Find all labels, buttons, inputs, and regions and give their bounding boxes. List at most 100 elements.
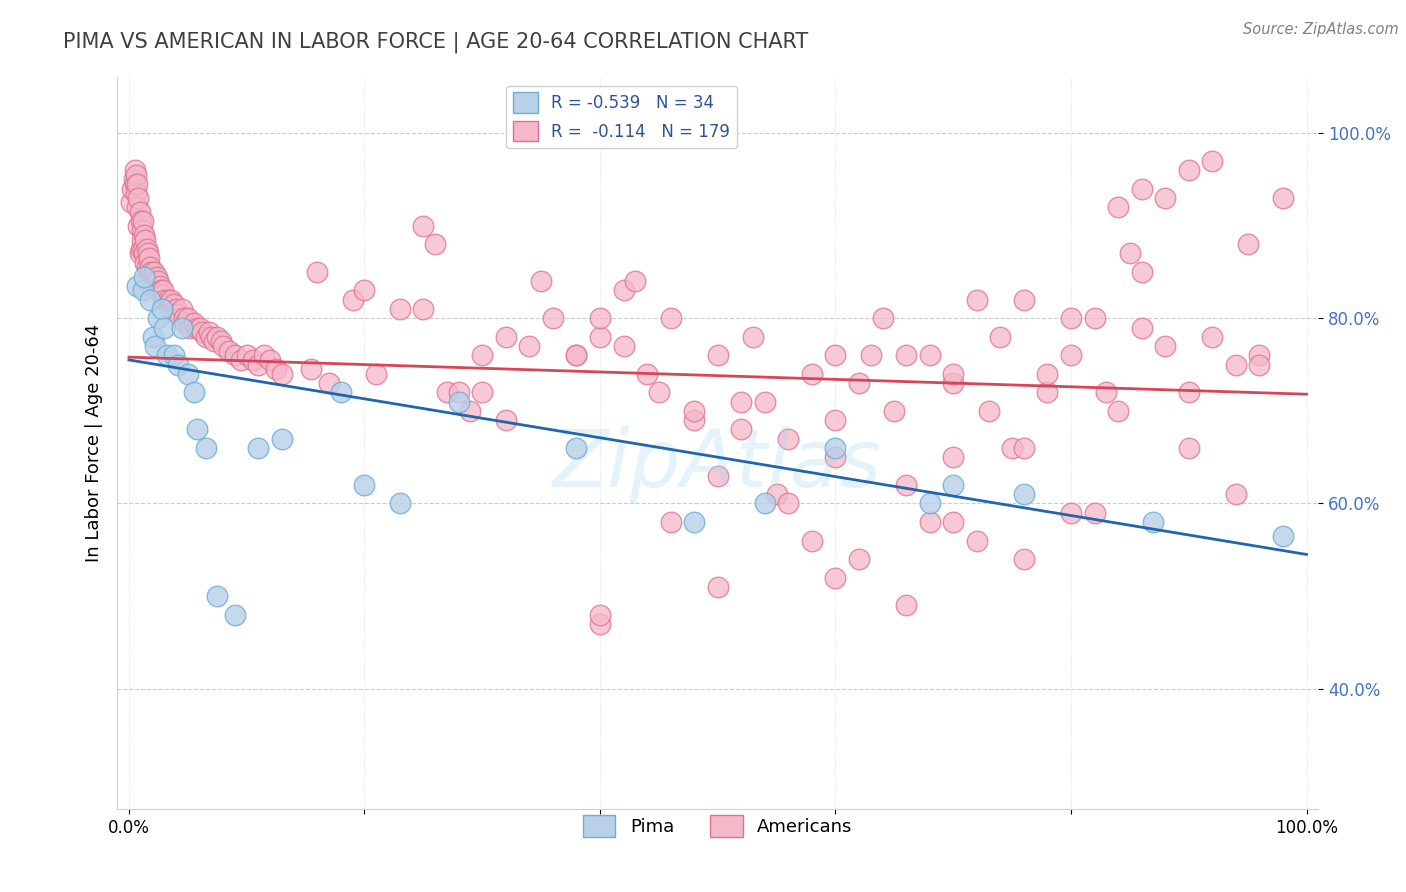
Point [824, 441, 846, 455]
Point [132, 242, 155, 256]
Point [194, 330, 217, 344]
Point [166, 307, 188, 321]
Point [800, 367, 823, 381]
Point [683, 515, 706, 529]
Point [129, 214, 152, 228]
Point [138, 251, 160, 265]
Point [183, 385, 205, 400]
Point [135, 242, 157, 256]
Point [1249, 358, 1271, 372]
Point [1130, 265, 1153, 279]
Point [565, 348, 588, 362]
Point [624, 274, 647, 288]
Point [134, 233, 156, 247]
Point [207, 589, 229, 603]
Point [141, 269, 163, 284]
Point [224, 607, 246, 622]
Point [127, 200, 149, 214]
Point [612, 339, 634, 353]
Point [859, 348, 882, 362]
Point [942, 450, 965, 465]
Point [136, 265, 159, 279]
Point [565, 348, 588, 362]
Point [1083, 311, 1105, 326]
Point [1095, 385, 1118, 400]
Point [918, 348, 941, 362]
Point [150, 301, 173, 316]
Point [125, 186, 148, 201]
Point [742, 330, 765, 344]
Point [1036, 367, 1059, 381]
Point [157, 297, 180, 311]
Point [353, 284, 375, 298]
Point [848, 376, 870, 390]
Point [966, 293, 988, 307]
Point [894, 348, 917, 362]
Point [1107, 404, 1129, 418]
Point [135, 260, 157, 275]
Point [169, 311, 191, 326]
Point [659, 515, 682, 529]
Point [163, 297, 186, 311]
Point [388, 301, 411, 316]
Point [495, 330, 517, 344]
Point [167, 358, 190, 372]
Point [271, 432, 294, 446]
Point [134, 246, 156, 260]
Point [143, 274, 166, 288]
Point [1001, 441, 1024, 455]
Point [800, 533, 823, 548]
Point [247, 358, 270, 372]
Point [589, 311, 612, 326]
Point [1036, 385, 1059, 400]
Point [134, 255, 156, 269]
Point [186, 320, 208, 334]
Point [271, 367, 294, 381]
Point [134, 269, 156, 284]
Point [156, 348, 179, 362]
Point [124, 177, 146, 191]
Point [183, 316, 205, 330]
Point [1154, 339, 1177, 353]
Point [824, 571, 846, 585]
Point [301, 362, 323, 376]
Point [918, 496, 941, 510]
Point [148, 278, 170, 293]
Point [264, 362, 287, 376]
Point [1012, 441, 1035, 455]
Point [1177, 163, 1199, 178]
Point [141, 265, 163, 279]
Point [342, 293, 364, 307]
Point [122, 172, 145, 186]
Point [160, 293, 183, 307]
Point [152, 284, 174, 298]
Point [125, 168, 148, 182]
Point [436, 385, 458, 400]
Point [174, 316, 197, 330]
Point [259, 353, 281, 368]
Point [224, 348, 246, 362]
Text: PIMA VS AMERICAN IN LABOR FORCE | AGE 20-64 CORRELATION CHART: PIMA VS AMERICAN IN LABOR FORCE | AGE 20… [63, 31, 808, 53]
Point [141, 278, 163, 293]
Point [1130, 181, 1153, 195]
Point [165, 301, 187, 316]
Point [706, 468, 728, 483]
Point [1060, 506, 1083, 520]
Point [170, 301, 193, 316]
Point [229, 353, 252, 368]
Point [1177, 441, 1199, 455]
Point [636, 367, 658, 381]
Point [541, 311, 564, 326]
Point [318, 376, 340, 390]
Point [121, 181, 143, 195]
Point [942, 478, 965, 492]
Point [142, 265, 165, 279]
Point [253, 348, 276, 362]
Point [754, 394, 776, 409]
Point [824, 348, 846, 362]
Point [412, 219, 434, 233]
Point [173, 311, 195, 326]
Point [942, 515, 965, 529]
Point [517, 339, 540, 353]
Point [139, 274, 162, 288]
